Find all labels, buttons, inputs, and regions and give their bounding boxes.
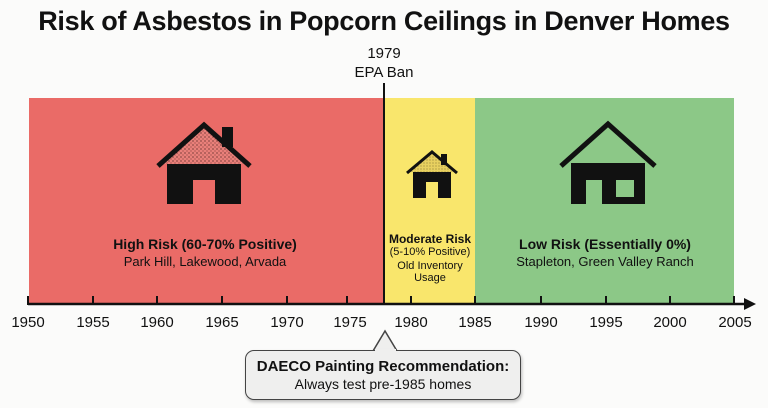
low-risk-heading: Low Risk (Essentially 0%) — [519, 236, 691, 252]
tick-1975: 1975 — [333, 314, 367, 331]
house-icon-high — [156, 121, 252, 204]
epa-ban-marker-line — [383, 83, 385, 305]
tick-1955: 1955 — [76, 314, 110, 331]
recommendation-callout: DAECO Painting Recommendation: Always te… — [245, 350, 521, 400]
tick-2000: 2000 — [653, 314, 687, 331]
low-risk-areas: Stapleton, Green Valley Ranch — [516, 254, 694, 269]
high-risk-label: High Risk (60-70% Positive) Park Hill, L… — [60, 236, 350, 269]
tick-1995: 1995 — [589, 314, 623, 331]
ban-year: 1979 — [367, 45, 401, 62]
house-icon-low — [559, 120, 657, 204]
tick-1985: 1985 — [458, 314, 492, 331]
moderate-risk-percent: (5-10% Positive) — [389, 246, 471, 258]
low-risk-label: Low Risk (Essentially 0%) Stapleton, Gre… — [476, 236, 734, 269]
high-risk-areas: Park Hill, Lakewood, Arvada — [123, 254, 287, 269]
house-icon-moderate — [406, 150, 458, 198]
tick-1980: 1980 — [394, 314, 428, 331]
moderate-risk-note-1: Old Inventory — [397, 260, 463, 272]
epa-ban-label: 1979 EPA Ban — [334, 44, 434, 82]
tick-1965: 1965 — [205, 314, 239, 331]
moderate-risk-note-2: Usage — [414, 272, 446, 284]
callout-seam — [375, 349, 396, 352]
callout-pointer — [371, 329, 399, 352]
tick-1950: 1950 — [11, 314, 45, 331]
tick-2005: 2005 — [718, 314, 752, 331]
tick-1960: 1960 — [140, 314, 174, 331]
moderate-risk-region — [384, 98, 475, 304]
callout-text: Always test pre-1985 homes — [294, 376, 472, 392]
high-risk-heading: High Risk (60-70% Positive) — [113, 236, 297, 252]
tick-1990: 1990 — [524, 314, 558, 331]
moderate-risk-heading: Moderate Risk — [388, 232, 472, 246]
chart-title: Risk of Asbestos in Popcorn Ceilings in … — [38, 6, 730, 36]
callout-heading: DAECO Painting Recommendation: — [256, 358, 510, 375]
tick-1970: 1970 — [270, 314, 304, 331]
ban-event: EPA Ban — [354, 64, 414, 81]
time-axis — [27, 296, 756, 310]
moderate-risk-label: Moderate Risk (5-10% Positive) Old Inven… — [384, 232, 476, 284]
